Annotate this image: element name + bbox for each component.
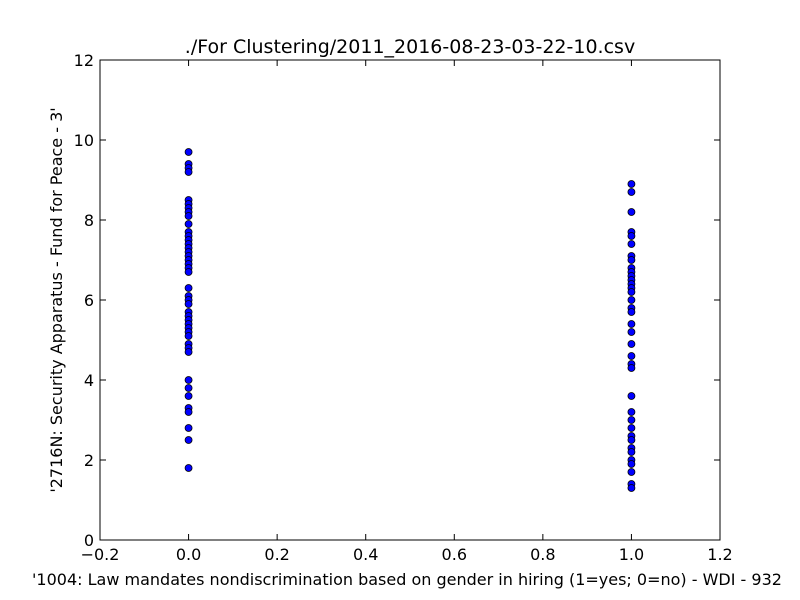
data-point — [184, 392, 193, 400]
y-tick-label: 2 — [84, 451, 94, 470]
y-axis-label: '2716N: Security Apparatus - Fund for Pe… — [47, 107, 66, 492]
x-tick-label: 1.0 — [619, 545, 644, 564]
data-point — [184, 436, 193, 444]
data-point — [627, 232, 636, 240]
x-tick-label: 0.4 — [353, 545, 378, 564]
data-point — [627, 288, 636, 296]
plot-area-frame — [99, 59, 721, 541]
data-point — [184, 220, 193, 228]
data-point — [627, 308, 636, 316]
data-point — [627, 340, 636, 348]
data-point — [627, 460, 636, 468]
data-point — [627, 352, 636, 360]
y-tick-label: 12 — [74, 51, 94, 70]
y-tick-label: 6 — [84, 291, 94, 310]
data-point — [184, 408, 193, 416]
y-tick-label: 10 — [74, 131, 94, 150]
data-points — [184, 148, 636, 492]
data-point — [627, 484, 636, 492]
data-point — [184, 464, 193, 472]
y-axis-ticks: 0 2 4 6 8 10 12 — [74, 51, 720, 550]
data-point — [184, 284, 193, 292]
x-tick-label: 1.2 — [707, 545, 732, 564]
x-tick-label: −0.2 — [81, 545, 120, 564]
y-tick-label: 8 — [84, 211, 94, 230]
x-tick-label: 0.8 — [530, 545, 555, 564]
x-tick-label: 0.6 — [442, 545, 467, 564]
data-point — [627, 416, 636, 424]
x-tick-label: 0.0 — [176, 545, 201, 564]
data-point — [627, 468, 636, 476]
data-point — [627, 180, 636, 188]
data-point — [184, 424, 193, 432]
data-point — [627, 328, 636, 336]
data-point — [627, 188, 636, 196]
data-point — [184, 376, 193, 384]
data-point — [184, 168, 193, 176]
x-axis-label: '1004: Law mandates nondiscrimination ba… — [32, 570, 782, 589]
data-point — [627, 296, 636, 304]
data-point — [184, 348, 193, 356]
data-point — [627, 208, 636, 216]
data-point — [627, 408, 636, 416]
x-tick-label: 0.2 — [264, 545, 289, 564]
data-point — [184, 148, 193, 156]
data-point — [627, 392, 636, 400]
data-point — [627, 364, 636, 372]
data-point — [184, 212, 193, 220]
data-point — [627, 256, 636, 264]
data-point — [184, 300, 193, 308]
chart-title: ./For Clustering/2011_2016-08-23-03-22-1… — [185, 36, 635, 58]
y-tick-label: 4 — [84, 371, 94, 390]
data-point — [184, 268, 193, 276]
y-tick-label: 0 — [84, 531, 94, 550]
data-point — [627, 320, 636, 328]
x-axis-ticks: −0.2 0.0 0.2 0.4 0.6 0.8 1.0 1.2 — [81, 60, 733, 564]
data-point — [627, 436, 636, 444]
data-point — [184, 384, 193, 392]
data-point — [627, 448, 636, 456]
data-point — [627, 424, 636, 432]
data-point — [627, 240, 636, 248]
data-point — [184, 332, 193, 340]
